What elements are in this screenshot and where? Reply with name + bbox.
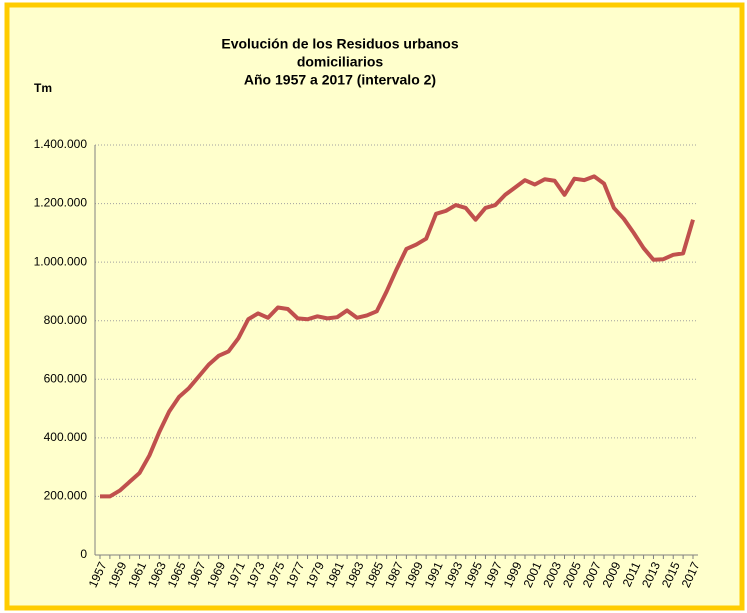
y-axis-label: Tm xyxy=(34,81,52,95)
y-tick-label: 800.000 xyxy=(44,313,88,327)
y-tick-label: 1.400.000 xyxy=(34,137,88,151)
y-tick-label: 1.000.000 xyxy=(34,254,88,268)
chart-title: domiciliarios xyxy=(297,54,384,70)
chart-title: Año 1957 a 2017 (intervalo 2) xyxy=(244,72,436,88)
y-tick-label: 400.000 xyxy=(44,430,88,444)
chart-frame xyxy=(4,2,745,611)
data-line xyxy=(100,174,695,499)
y-tick-label: 200.000 xyxy=(44,489,88,503)
chart-title: Evolución de los Residuos urbanos xyxy=(221,36,458,52)
y-tick-label: 1.200.000 xyxy=(34,196,88,210)
y-tick-label: 600.000 xyxy=(44,371,88,385)
y-tick-label: 0 xyxy=(80,547,87,561)
